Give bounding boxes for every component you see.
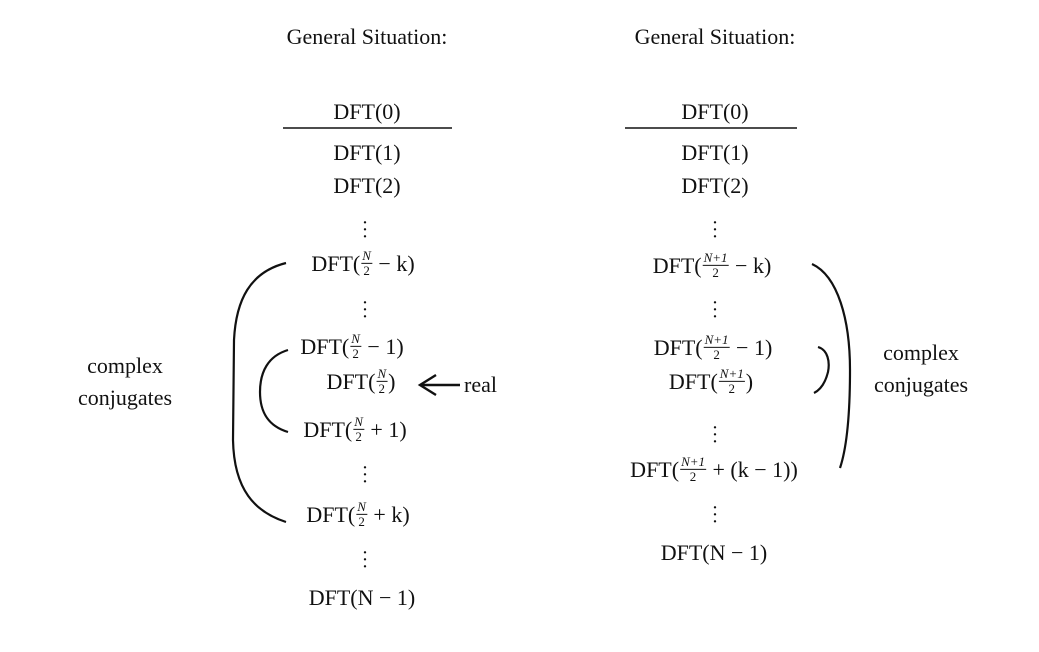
left-label-complex: complex: [87, 353, 163, 378]
row-text: DFT(1): [333, 140, 401, 165]
row-text: DFT(N − 1): [308, 585, 416, 610]
real-label: real: [464, 372, 497, 397]
row-text: DFT(: [300, 334, 350, 360]
numerator: N+1: [703, 331, 730, 348]
left-inner-conjugate-arc: [258, 348, 289, 434]
left-row-n2-minus-k: DFT(N 2 − k): [311, 249, 415, 280]
denominator: 2: [355, 428, 362, 444]
denominator: 2: [728, 380, 736, 396]
numerator: N+1: [702, 249, 729, 266]
right-outer-conjugate-arc: [811, 263, 852, 469]
right-row-n-minus-1: DFT(N − 1): [661, 542, 768, 564]
left-row-n-minus-1: DFT(N − 1): [309, 587, 416, 609]
vertical-ellipsis: ...: [362, 451, 368, 488]
fraction: N+1 2: [680, 453, 707, 484]
right-title: General Situation:: [634, 24, 796, 49]
left-label-conjugates: conjugates: [77, 385, 173, 410]
row-text: DFT(: [326, 369, 376, 395]
row-text: + k): [367, 502, 410, 528]
vertical-ellipsis: ...: [712, 286, 718, 323]
right-row-n1-2-plus-k-minus-1: DFT(N+1 2 + (k − 1)): [630, 453, 798, 486]
row-text: DFT(: [652, 253, 702, 279]
row-text: DFT(: [653, 335, 703, 361]
row-text: + 1): [364, 417, 407, 443]
right-row-n1-2: DFT(N+1 2): [668, 365, 754, 398]
row-text: − k): [372, 251, 415, 277]
left-row-n2-minus-1: DFT(N 2 − 1): [300, 332, 404, 363]
right-row-dft-0: DFT(0): [681, 101, 748, 123]
denominator: 2: [713, 346, 720, 362]
row-text: DFT(0): [681, 99, 749, 124]
vertical-ellipsis: ...: [712, 206, 718, 243]
numerator: N: [350, 330, 361, 347]
denominator: 2: [352, 345, 359, 361]
row-text: ): [745, 369, 754, 395]
left-row-n2-plus-1: DFT(N 2 + 1): [303, 415, 407, 446]
right-inner-conjugate-arc: [813, 345, 830, 394]
row-text: − k): [729, 253, 772, 279]
row-text: DFT(: [668, 369, 718, 395]
row-text: ): [388, 369, 396, 395]
vertical-ellipsis: ...: [362, 536, 368, 573]
row-text: DFT(0): [333, 99, 401, 124]
vertical-ellipsis: ...: [712, 491, 718, 528]
fraction: N+1 2: [703, 331, 730, 362]
numerator: N: [361, 247, 372, 264]
row-text: DFT(N − 1): [660, 540, 768, 565]
right-row-n1-2-minus-k: DFT(N+1 2 − k): [652, 249, 772, 282]
left-title: General Situation:: [286, 24, 448, 49]
right-row-dft-2: DFT(2): [681, 175, 748, 197]
numerator: N: [356, 498, 367, 515]
real-arrow-icon: [417, 373, 460, 397]
right-label-conjugates: conjugates: [873, 372, 969, 397]
denominator: 2: [363, 262, 370, 278]
row-text: + (k − 1)): [707, 457, 798, 483]
left-outer-conjugate-arc: [231, 261, 287, 524]
right-row-n1-2-minus-1: DFT(N+1 2 − 1): [653, 331, 773, 364]
left-row-n2-plus-k: DFT(N 2 + k): [306, 500, 410, 531]
row-text: − 1): [361, 334, 404, 360]
row-text: DFT(: [630, 457, 680, 483]
vertical-ellipsis: ...: [712, 411, 718, 448]
fraction: N+1 2: [702, 249, 729, 280]
left-row-dft-1: DFT(1): [333, 142, 400, 164]
row-text: DFT(: [306, 502, 356, 528]
fraction: N+1 2: [718, 365, 745, 396]
numerator: N: [376, 365, 388, 382]
right-row-dft-1: DFT(1): [681, 142, 748, 164]
denominator: 2: [378, 380, 386, 396]
vertical-ellipsis: ...: [362, 206, 368, 243]
left-row-dft-2: DFT(2): [333, 175, 400, 197]
left-row-dft-0: DFT(0): [333, 101, 400, 123]
numerator: N: [353, 413, 364, 430]
row-text: DFT(1): [681, 140, 749, 165]
row-text: DFT(2): [681, 173, 749, 198]
row-text: DFT(: [303, 417, 353, 443]
vertical-ellipsis: ...: [362, 286, 368, 323]
numerator: N+1: [680, 453, 707, 470]
left-row-n2: DFT(N 2): [326, 365, 396, 398]
row-text: DFT(2): [333, 173, 401, 198]
denominator: 2: [689, 468, 697, 484]
row-text: − 1): [730, 335, 773, 361]
denominator: 2: [358, 513, 365, 529]
row-text: DFT(: [311, 251, 361, 277]
numerator: N+1: [718, 365, 745, 382]
right-label-complex: complex: [883, 340, 959, 365]
denominator: 2: [712, 264, 719, 280]
